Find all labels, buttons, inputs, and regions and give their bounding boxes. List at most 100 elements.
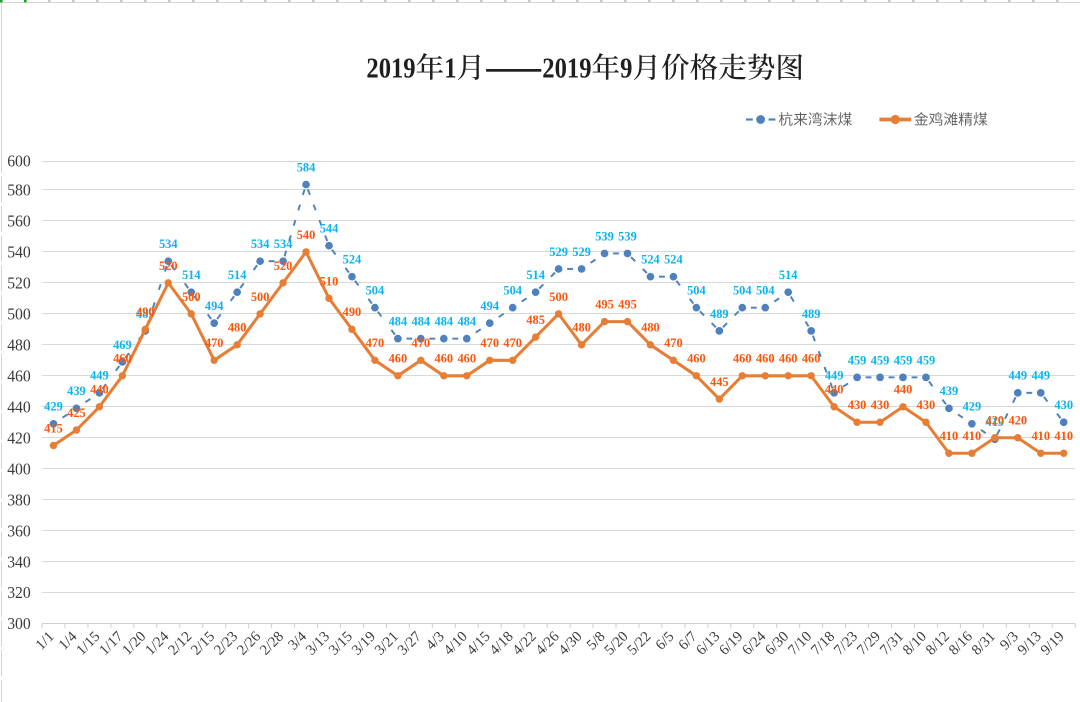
svg-text:449: 449 xyxy=(825,369,844,383)
svg-text:460: 460 xyxy=(802,352,821,366)
svg-text:524: 524 xyxy=(343,253,362,267)
svg-text:600: 600 xyxy=(7,152,31,171)
svg-text:534: 534 xyxy=(274,237,293,251)
svg-text:489: 489 xyxy=(710,307,729,321)
svg-text:449: 449 xyxy=(1009,369,1028,383)
svg-text:460: 460 xyxy=(389,352,408,366)
svg-text:459: 459 xyxy=(871,353,890,367)
svg-text:470: 470 xyxy=(503,336,522,350)
svg-text:419: 419 xyxy=(986,415,1005,429)
svg-text:470: 470 xyxy=(664,336,683,350)
svg-text:524: 524 xyxy=(664,253,683,267)
svg-text:500: 500 xyxy=(7,304,31,323)
svg-text:514: 514 xyxy=(526,268,545,282)
svg-text:500: 500 xyxy=(251,290,270,304)
svg-text:415: 415 xyxy=(44,421,63,435)
svg-text:460: 460 xyxy=(7,366,31,385)
svg-text:459: 459 xyxy=(848,353,867,367)
svg-text:504: 504 xyxy=(756,284,775,298)
svg-text:560: 560 xyxy=(7,212,31,231)
svg-text:504: 504 xyxy=(366,284,385,298)
svg-text:504: 504 xyxy=(733,284,752,298)
svg-text:510: 510 xyxy=(320,274,339,288)
svg-text:420: 420 xyxy=(1009,414,1028,428)
svg-text:460: 460 xyxy=(457,352,476,366)
svg-text:480: 480 xyxy=(7,335,31,354)
svg-text:459: 459 xyxy=(917,353,936,367)
svg-text:429: 429 xyxy=(963,400,982,414)
svg-text:480: 480 xyxy=(228,321,247,335)
svg-text:539: 539 xyxy=(595,229,614,243)
svg-text:440: 440 xyxy=(90,383,109,397)
svg-text:410: 410 xyxy=(940,429,959,443)
svg-text:9: 9 xyxy=(620,54,632,85)
svg-text:430: 430 xyxy=(871,398,890,412)
svg-text:540: 540 xyxy=(297,228,316,242)
svg-text:420: 420 xyxy=(986,414,1005,428)
svg-text:480: 480 xyxy=(641,321,660,335)
svg-text:514: 514 xyxy=(182,268,201,282)
svg-text:520: 520 xyxy=(159,259,178,273)
svg-text:439: 439 xyxy=(67,384,86,398)
svg-text:490: 490 xyxy=(343,305,362,319)
svg-text:524: 524 xyxy=(641,253,660,267)
svg-text:410: 410 xyxy=(1054,429,1073,443)
svg-text:514: 514 xyxy=(228,268,247,282)
svg-text:529: 529 xyxy=(549,245,568,259)
svg-text:470: 470 xyxy=(205,336,224,350)
svg-text:495: 495 xyxy=(595,297,614,311)
svg-text:485: 485 xyxy=(526,313,545,327)
svg-text:449: 449 xyxy=(1031,369,1050,383)
svg-text:520: 520 xyxy=(7,273,31,292)
svg-text:430: 430 xyxy=(917,398,936,412)
svg-text:469: 469 xyxy=(113,338,132,352)
svg-text:440: 440 xyxy=(7,397,31,416)
svg-text:584: 584 xyxy=(297,160,316,174)
svg-text:470: 470 xyxy=(366,336,385,350)
svg-text:529: 529 xyxy=(572,245,591,259)
svg-text:490: 490 xyxy=(136,305,155,319)
svg-text:449: 449 xyxy=(90,369,109,383)
svg-text:410: 410 xyxy=(963,429,982,443)
svg-text:400: 400 xyxy=(7,459,31,478)
svg-text:460: 460 xyxy=(113,352,132,366)
svg-text:484: 484 xyxy=(457,315,476,329)
svg-text:500: 500 xyxy=(549,290,568,304)
svg-text:460: 460 xyxy=(733,352,752,366)
svg-text:500: 500 xyxy=(182,290,201,304)
svg-text:544: 544 xyxy=(320,222,339,236)
svg-text:1: 1 xyxy=(444,54,456,85)
svg-text:495: 495 xyxy=(618,297,637,311)
svg-text:410: 410 xyxy=(1031,429,1050,443)
svg-text:430: 430 xyxy=(1054,398,1073,412)
svg-text:430: 430 xyxy=(848,398,867,412)
svg-text:504: 504 xyxy=(687,284,706,298)
svg-text:534: 534 xyxy=(251,237,270,251)
svg-text:460: 460 xyxy=(687,352,706,366)
svg-text:300: 300 xyxy=(7,614,31,633)
svg-text:360: 360 xyxy=(7,521,31,540)
svg-text:470: 470 xyxy=(412,336,431,350)
svg-text:514: 514 xyxy=(779,268,798,282)
svg-text:320: 320 xyxy=(7,583,31,602)
svg-text:2019: 2019 xyxy=(366,54,415,85)
svg-text:440: 440 xyxy=(894,383,913,397)
svg-text:340: 340 xyxy=(7,552,31,571)
svg-text:470: 470 xyxy=(480,336,499,350)
svg-text:480: 480 xyxy=(572,321,591,335)
svg-text:534: 534 xyxy=(159,237,178,251)
svg-text:460: 460 xyxy=(435,352,454,366)
svg-text:539: 539 xyxy=(618,229,637,243)
svg-text:460: 460 xyxy=(756,352,775,366)
svg-text:484: 484 xyxy=(389,315,408,329)
svg-text:2019: 2019 xyxy=(542,54,591,85)
svg-text:460: 460 xyxy=(779,352,798,366)
svg-text:540: 540 xyxy=(7,243,31,262)
svg-text:489: 489 xyxy=(802,307,821,321)
svg-text:520: 520 xyxy=(274,259,293,273)
svg-text:429: 429 xyxy=(44,400,63,414)
svg-text:425: 425 xyxy=(67,406,86,420)
svg-text:494: 494 xyxy=(205,299,224,313)
svg-text:445: 445 xyxy=(710,375,729,389)
svg-text:580: 580 xyxy=(7,181,31,200)
